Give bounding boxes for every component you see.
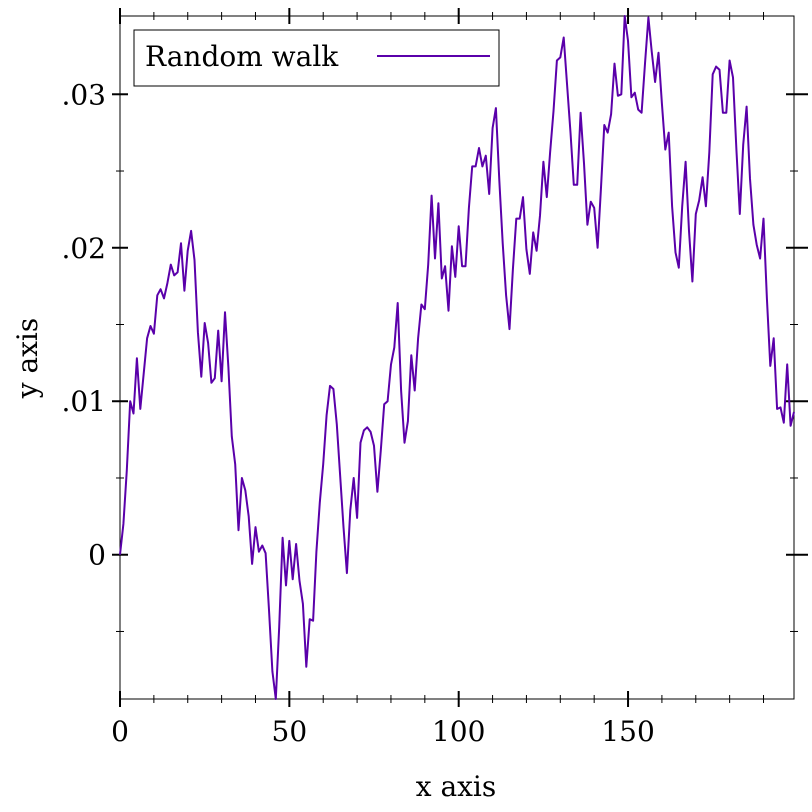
x-tick-label: 100 (432, 715, 485, 748)
y-axis-title: y axis (11, 318, 44, 400)
legend: Random walk (133, 29, 500, 87)
y-tick-label: .01 (61, 385, 106, 418)
y-tick-label: .02 (61, 232, 106, 265)
y-tick-label: .03 (61, 78, 106, 111)
x-ticks: 0 50 100 150 (111, 8, 765, 748)
x-tick-label: 50 (272, 715, 308, 748)
x-tick-label: 150 (601, 715, 654, 748)
plot-frame (119, 15, 795, 700)
x-axis-title: x axis (416, 770, 497, 803)
y-ticks: 0 .01 .02 .03 (61, 78, 808, 632)
legend-label-random-walk: Random walk (145, 40, 339, 73)
x-tick-label: 0 (111, 715, 129, 748)
series-layer (119, 15, 795, 700)
y-tick-label: 0 (88, 539, 106, 572)
series-line-random-walk (119, 15, 795, 700)
legend-box (133, 29, 500, 87)
